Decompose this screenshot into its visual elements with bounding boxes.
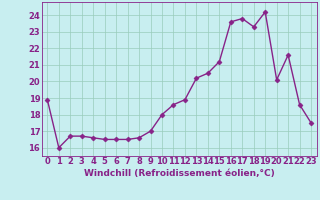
X-axis label: Windchill (Refroidissement éolien,°C): Windchill (Refroidissement éolien,°C) (84, 169, 275, 178)
